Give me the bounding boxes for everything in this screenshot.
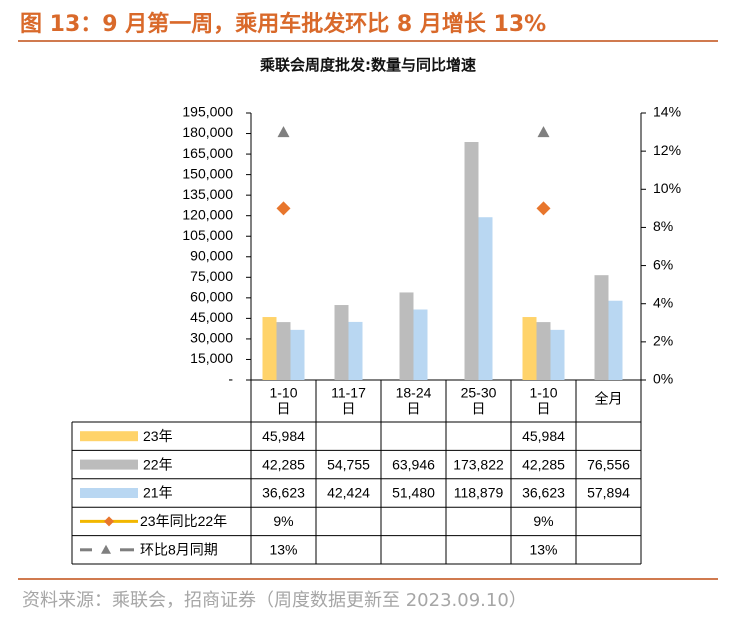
y2-tick-label: 10% xyxy=(653,180,681,196)
legend-label: 环比8月同期 xyxy=(140,542,218,558)
y-tick-label: 135,000 xyxy=(182,186,233,202)
table-cell-value: 42,424 xyxy=(327,485,370,501)
y-tick-label: 195,000 xyxy=(182,104,233,120)
y-tick-label: 75,000 xyxy=(190,268,233,284)
legend-label: 23年 xyxy=(143,428,173,444)
y2-tick-label: 12% xyxy=(653,142,681,158)
bar-22年-0 xyxy=(276,322,291,380)
y-tick-label: - xyxy=(228,371,233,387)
x-category-label-suffix: 日 xyxy=(472,401,486,417)
legend-key-21年 xyxy=(80,488,138,498)
bar-22年-3 xyxy=(464,141,479,380)
y-tick-label: 60,000 xyxy=(190,289,233,305)
table-cell-value: 173,822 xyxy=(453,456,504,472)
yoy-marker-0 xyxy=(276,201,291,216)
yoy-marker-4 xyxy=(536,201,551,216)
x-category-label: 全月 xyxy=(595,391,623,407)
table-cell-value: 42,285 xyxy=(522,456,565,472)
legend-key-23年 xyxy=(80,431,138,442)
y2-tick-label: 2% xyxy=(653,333,673,349)
table-cell-value: 57,894 xyxy=(587,485,630,501)
table-cell-value: 45,984 xyxy=(262,428,305,444)
table-cell-value: 9% xyxy=(533,513,553,529)
legend-marker-mom xyxy=(101,544,111,554)
table-cell-value: 36,623 xyxy=(522,485,565,501)
bar-21年-0 xyxy=(290,329,305,380)
bar-21年-2 xyxy=(413,309,428,380)
legend-label: 21年 xyxy=(143,485,173,501)
table-cell-value: 36,623 xyxy=(262,485,305,501)
legend-label: 22年 xyxy=(143,456,173,472)
legend-label: 23年同比22年 xyxy=(140,513,227,529)
x-category-label-suffix: 日 xyxy=(407,401,421,417)
y-tick-label: 45,000 xyxy=(190,309,233,325)
x-category-label-suffix: 日 xyxy=(277,401,291,417)
x-category-label-suffix: 日 xyxy=(342,401,356,417)
x-category-label: 1-10 xyxy=(529,385,557,401)
table-cell-value: 13% xyxy=(529,542,557,558)
legend-marker-yoy xyxy=(104,516,114,527)
y2-tick-label: 6% xyxy=(653,256,673,272)
bar-23年-0 xyxy=(262,317,277,380)
y-tick-label: 120,000 xyxy=(182,206,233,222)
bar-21年-5 xyxy=(608,300,623,380)
y-tick-label: 180,000 xyxy=(182,124,233,140)
source-note: 资料来源：乘联会，招商证券（周度数据更新至 2023.09.10） xyxy=(22,590,527,611)
table-cell-value: 51,480 xyxy=(392,485,435,501)
x-category-label-suffix: 日 xyxy=(537,401,551,417)
table-cell-value: 54,755 xyxy=(327,456,370,472)
source-rule xyxy=(18,578,718,580)
table-cell-value: 63,946 xyxy=(392,456,435,472)
x-category-label: 18-24 xyxy=(396,385,432,401)
table-cell-value: 13% xyxy=(269,542,297,558)
y2-tick-label: 0% xyxy=(653,371,673,387)
y-tick-label: 105,000 xyxy=(182,227,233,243)
bar-23年-4 xyxy=(522,317,537,380)
table-cell-value: 42,285 xyxy=(262,456,305,472)
bar-21年-4 xyxy=(550,329,565,380)
title-rule xyxy=(18,40,718,42)
bar-22年-1 xyxy=(334,305,349,380)
y2-tick-label: 14% xyxy=(653,104,681,120)
table-cell-value: 9% xyxy=(273,513,293,529)
table-cell-value: 45,984 xyxy=(522,428,565,444)
bar-22年-2 xyxy=(399,292,414,380)
mom-marker-4 xyxy=(537,126,550,138)
bar-21年-3 xyxy=(478,217,493,380)
table-cell-value: 76,556 xyxy=(587,456,630,472)
y2-tick-label: 4% xyxy=(653,294,673,310)
x-category-label: 11-17 xyxy=(331,385,366,401)
y-tick-label: 30,000 xyxy=(190,330,233,346)
y2-tick-label: 8% xyxy=(653,218,673,234)
y-tick-label: 165,000 xyxy=(182,145,233,161)
bar-22年-4 xyxy=(536,322,551,380)
y-tick-label: 150,000 xyxy=(182,165,233,181)
y-tick-label: 90,000 xyxy=(190,247,233,263)
figure-title: 图 13：9 月第一周，乘用车批发环比 8 月增长 13% xyxy=(20,12,547,37)
y-tick-label: 15,000 xyxy=(190,350,233,366)
x-category-label: 1-10 xyxy=(269,385,297,401)
bar-22年-5 xyxy=(594,275,609,380)
table-cell-value: 118,879 xyxy=(454,485,504,501)
chart-title: 乘联会周度批发:数量与同比增速 xyxy=(259,56,476,74)
x-category-label: 25-30 xyxy=(461,385,497,401)
mom-marker-0 xyxy=(277,126,290,138)
legend-key-22年 xyxy=(80,459,138,470)
bar-21年-1 xyxy=(348,321,363,380)
